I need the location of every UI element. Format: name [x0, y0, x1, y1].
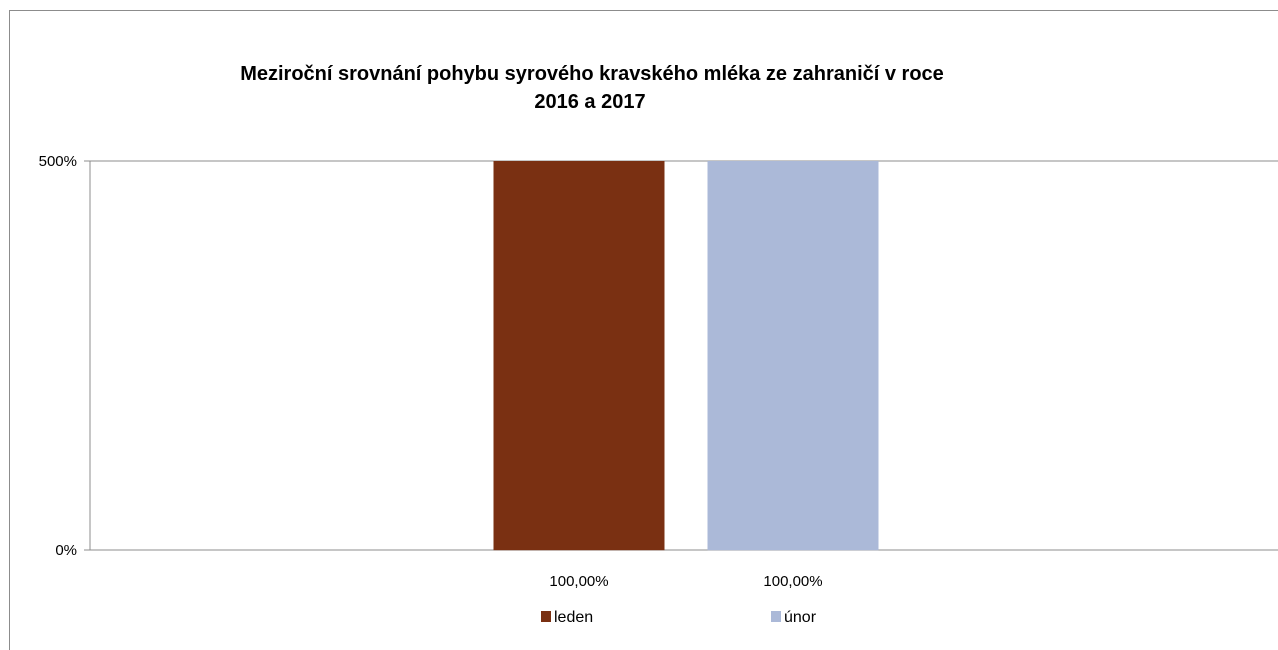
chart-data-labels: 100,00% 100,00%	[549, 573, 822, 590]
legend-label: leden	[554, 609, 593, 626]
y-tick-label: 500%	[39, 153, 77, 170]
data-label: 100,00%	[763, 573, 822, 590]
bar-únor	[707, 161, 879, 551]
chart-title-line-1: Meziroční srovnání pohybu syrového kravs…	[240, 63, 944, 85]
data-label: 100,00%	[549, 573, 608, 590]
chart-axes: 0% 500%	[39, 153, 1278, 559]
chart-frame	[9, 10, 1278, 650]
chart-title: Meziroční srovnání pohybu syrového kravs…	[240, 63, 944, 113]
legend-swatch-únor	[771, 611, 781, 622]
bar-leden	[493, 161, 665, 551]
legend-label: únor	[784, 609, 817, 626]
y-tick-label: 0%	[55, 542, 77, 559]
chart-bars	[493, 161, 879, 551]
chart-legend: leden únor	[541, 609, 817, 626]
legend-swatch-leden	[541, 611, 551, 622]
chart-title-line-2: 2016 a 2017	[534, 91, 645, 113]
